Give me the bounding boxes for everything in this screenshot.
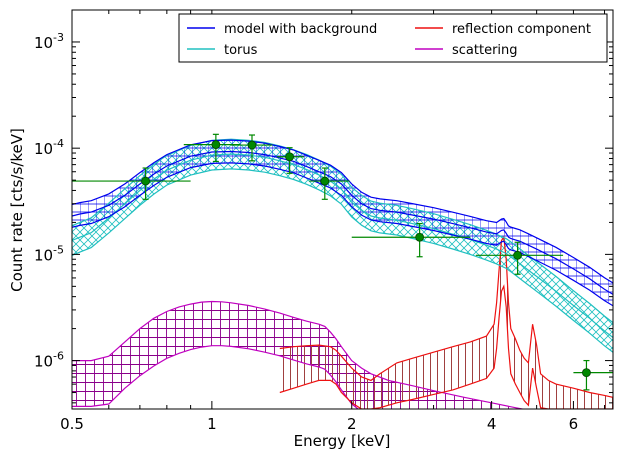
scattering-lower-line bbox=[72, 345, 360, 409]
scattering-upper-line bbox=[72, 300, 526, 409]
plot-frame bbox=[71, 9, 614, 410]
torus-line bbox=[72, 153, 613, 338]
legend-entry: reflection component bbox=[415, 22, 591, 37]
reflection-component-upper-line bbox=[279, 235, 613, 398]
y-tick-label: 10-4 bbox=[34, 137, 64, 158]
y-tick-label: 10-6 bbox=[34, 350, 64, 371]
x-tick-label: 0.5 bbox=[60, 415, 84, 433]
y-axis-label: Count rate [cts/s/keV] bbox=[8, 128, 26, 292]
uncertainty-bands bbox=[72, 139, 613, 409]
data-marker bbox=[247, 140, 257, 150]
data-marker bbox=[415, 232, 425, 242]
axis-ticks: 0.5 1 2 4 6 10-6 10-5 10-4 10-3 bbox=[34, 10, 613, 433]
data-point bbox=[573, 359, 613, 391]
data-point bbox=[351, 222, 471, 258]
x-tick-label: 2 bbox=[347, 415, 357, 433]
legend-entry: scattering bbox=[415, 43, 518, 58]
y-tick-label: 10-5 bbox=[34, 243, 64, 264]
reflection-component-band bbox=[279, 237, 613, 409]
torus-lower-line bbox=[72, 168, 613, 353]
model-with-background-band bbox=[72, 140, 613, 306]
reflection-component-lower-line bbox=[279, 284, 613, 409]
x-axis-label: Energy [keV] bbox=[294, 432, 391, 450]
data-marker bbox=[582, 368, 591, 378]
legend-label: reflection component bbox=[452, 22, 591, 37]
model-with-background-line bbox=[72, 150, 613, 295]
data-point bbox=[72, 167, 191, 200]
data-points bbox=[72, 133, 613, 391]
model-curves bbox=[72, 138, 613, 409]
model-with-background-upper-line bbox=[72, 139, 613, 284]
legend-label: scattering bbox=[452, 43, 518, 58]
x-tick-label: 4 bbox=[487, 415, 497, 433]
data-point bbox=[475, 241, 564, 275]
data-marker bbox=[513, 250, 523, 260]
legend-label: model with background bbox=[224, 22, 377, 37]
data-point bbox=[183, 133, 241, 163]
x-tick-label: 1 bbox=[207, 415, 217, 433]
y-tick-label: 10-3 bbox=[34, 31, 64, 52]
data-point bbox=[276, 147, 305, 174]
x-tick-label: 6 bbox=[569, 415, 579, 433]
data-marker bbox=[320, 176, 330, 186]
plot-area bbox=[72, 133, 613, 409]
legend-label: torus bbox=[224, 43, 258, 58]
legend: model with background torus reflection com… bbox=[178, 13, 608, 63]
legend-box bbox=[178, 13, 608, 63]
data-point bbox=[231, 134, 273, 162]
data-marker bbox=[141, 176, 150, 186]
data-marker bbox=[285, 152, 295, 162]
data-point bbox=[309, 167, 350, 200]
legend-entry: torus bbox=[187, 43, 258, 58]
data-marker bbox=[211, 140, 221, 150]
legend-entry: model with background bbox=[187, 22, 377, 37]
torus-upper-line bbox=[72, 138, 613, 324]
